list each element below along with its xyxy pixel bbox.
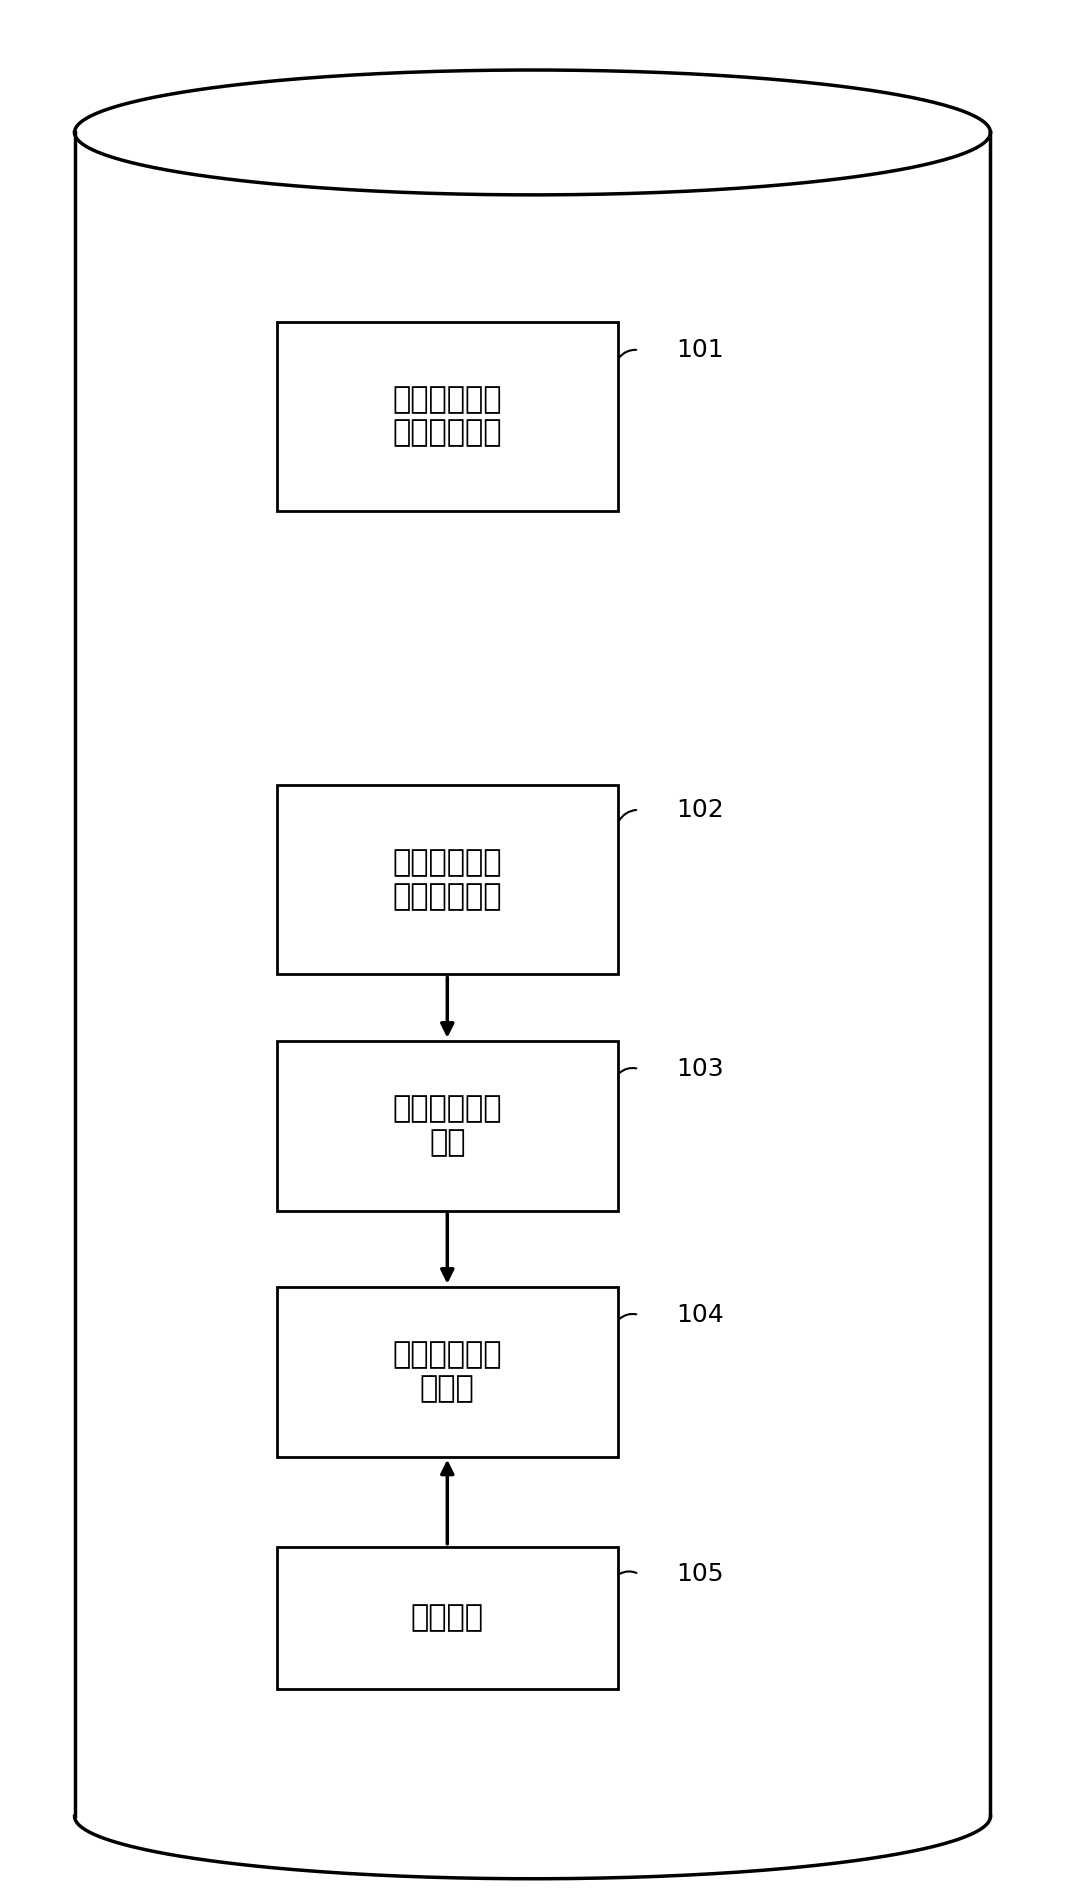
FancyBboxPatch shape (277, 1548, 618, 1690)
Text: 超声波表面波
发射换能单元: 超声波表面波 发射换能单元 (393, 384, 502, 448)
Text: 103: 103 (676, 1058, 724, 1080)
Text: 104: 104 (676, 1304, 724, 1326)
FancyBboxPatch shape (277, 1041, 618, 1211)
Text: 101: 101 (676, 339, 724, 361)
FancyBboxPatch shape (277, 1287, 618, 1457)
FancyBboxPatch shape (277, 322, 618, 511)
Text: 存储单元: 存储单元 (411, 1603, 484, 1633)
Text: 超声波表面波
接收换能单元: 超声波表面波 接收换能单元 (393, 848, 502, 912)
Text: 含气量信息获
取单元: 含气量信息获 取单元 (393, 1340, 502, 1404)
Text: 102: 102 (676, 798, 724, 821)
Text: 幅度信息获取
单元: 幅度信息获取 单元 (393, 1094, 502, 1158)
FancyBboxPatch shape (277, 785, 618, 974)
Text: 105: 105 (676, 1563, 724, 1585)
